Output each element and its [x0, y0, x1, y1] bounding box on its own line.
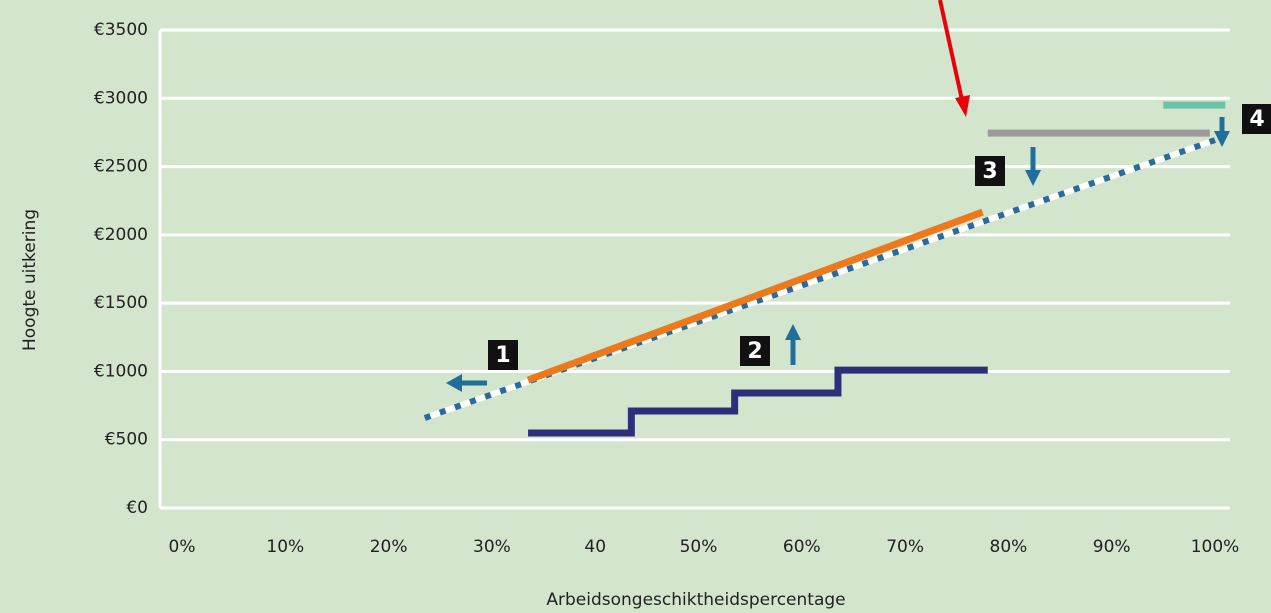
line-series [528, 366, 988, 437]
arrow-head [785, 324, 801, 340]
x-tick-label: 100% [1191, 537, 1240, 557]
y-tick-label: €1500 [94, 293, 148, 313]
plot: €0 €500 €1000 €1500 €2000 €2500 €3000 €3500 0% 10… [94, 20, 1239, 557]
y-tick-label: €3000 [94, 88, 148, 108]
line-series [423, 137, 1216, 421]
annotation: 3 [982, 159, 997, 184]
x-tick-label: 20% [370, 537, 408, 557]
x-tick-label: 80% [990, 537, 1028, 557]
arrow-head [446, 374, 462, 392]
x-tick-label: 30% [473, 537, 511, 557]
arrow-head [1214, 131, 1230, 147]
red-arrow [938, 0, 964, 101]
red-arrow-head [955, 95, 970, 117]
x-axis-label: Arbeidsongeschiktheidspercentage [546, 590, 845, 610]
y-tick-label: €500 [105, 430, 148, 450]
y-tick-label: €1000 [94, 361, 148, 381]
annotation-box [975, 156, 1005, 186]
x-tick-label: 50% [680, 537, 718, 557]
y-tick-label: €3500 [94, 20, 148, 40]
annotation: 4 [1249, 107, 1264, 132]
x-tick-label: 0% [169, 537, 196, 557]
y-tick-label: €2000 [94, 225, 148, 245]
x-tick-label: 60% [783, 537, 821, 557]
annotation-box [488, 340, 518, 370]
annotation: 1 [495, 343, 510, 368]
x-tick-label: 10% [266, 537, 304, 557]
x-tick-label: 70% [886, 537, 924, 557]
blue-arrows [446, 117, 1230, 392]
line-series [526, 208, 984, 384]
annotation: 2 [747, 339, 762, 364]
x-tick-label: 40 [584, 537, 606, 557]
x-tick-label: 90% [1093, 537, 1131, 557]
arrow-head [1025, 170, 1041, 186]
y-tick-label: €2500 [94, 157, 148, 177]
annotations: 1 2 3 4 [446, 0, 1271, 392]
annotation-box [1242, 104, 1271, 134]
annotation-box [740, 336, 770, 366]
y-tick-label: €0 [126, 498, 148, 518]
y-axis-label: Hoogte uitkering [20, 209, 40, 351]
